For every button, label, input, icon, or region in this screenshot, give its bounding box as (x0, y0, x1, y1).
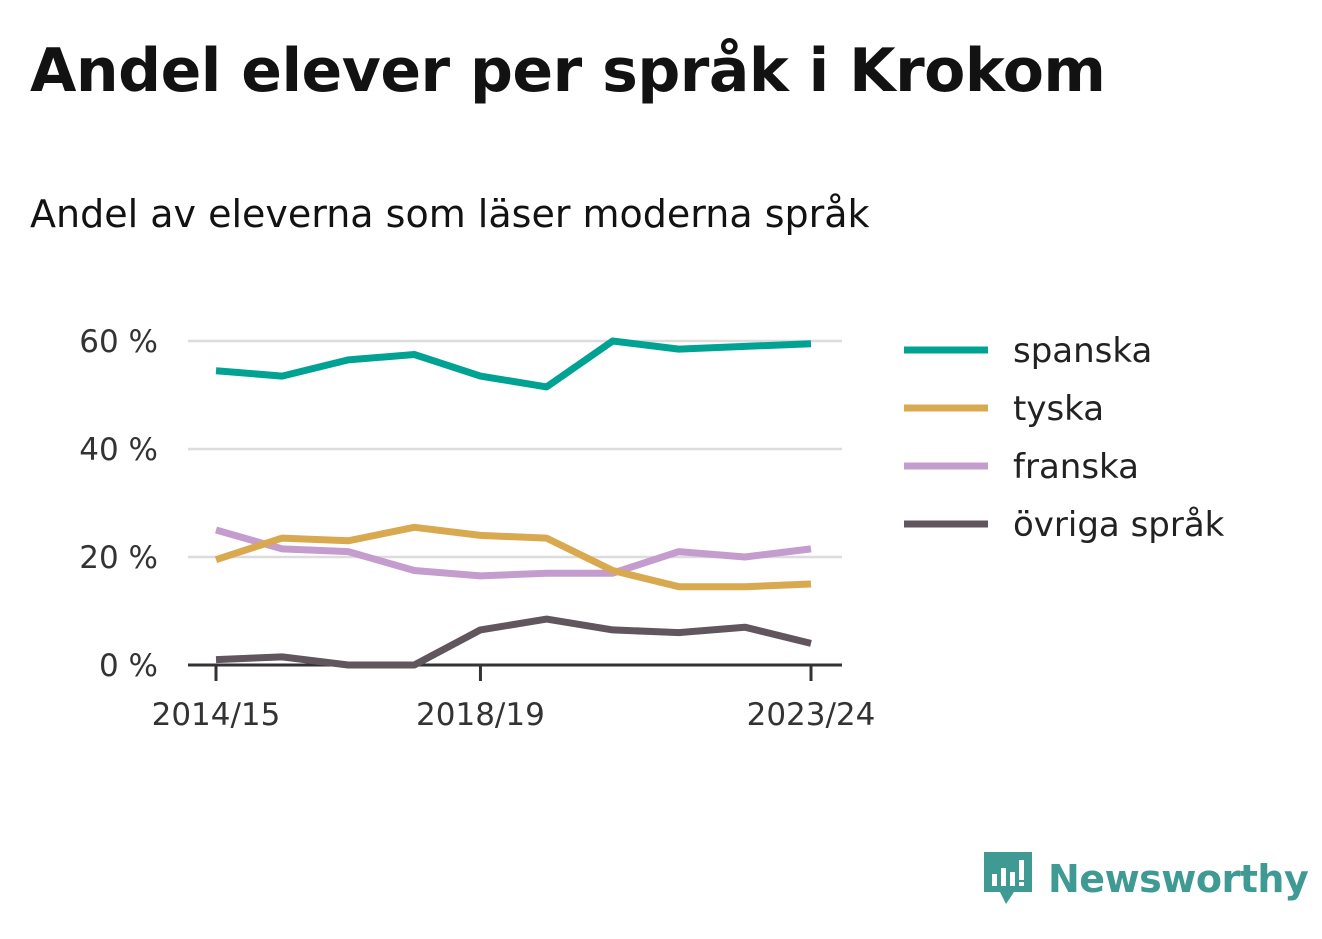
y-tick-label: 20 % (79, 540, 158, 576)
newsworthy-brand: Newsworthy (980, 848, 1309, 910)
legend: spanska tyska franska övriga språk (904, 331, 1225, 545)
chart-subtitle: Andel av eleverna som läser moderna språ… (30, 192, 870, 236)
series-line-franska (215, 526, 812, 580)
series-line-övriga-språk (215, 615, 812, 669)
series-line-spanska (215, 337, 812, 391)
x-tick-label: 2018/19 (416, 697, 545, 733)
axes: 0 % 20 % 40 % 60 % 2014/15 2018/19 2023/24 (79, 324, 875, 733)
series-line-tyska (214, 523, 812, 591)
newsworthy-logo-icon (984, 852, 1032, 904)
brand-name: Newsworthy (1048, 857, 1309, 901)
legend-label: tyska (1013, 389, 1104, 429)
x-tick-label: 2014/15 (152, 697, 281, 733)
y-tick-label: 60 % (79, 324, 158, 360)
y-tick-label: 0 % (99, 648, 158, 684)
page-title: Andel elever per språk i Krokom (30, 36, 1106, 106)
x-tick-label: 2023/24 (747, 697, 876, 733)
legend-label: övriga språk (1013, 505, 1225, 545)
legend-label: spanska (1013, 331, 1152, 371)
series-lines (214, 337, 812, 669)
y-tick-label: 40 % (79, 432, 158, 468)
legend-label: franska (1013, 447, 1139, 487)
line-chart: 0 % 20 % 40 % 60 % 2014/15 2018/19 2023/24 spa… (79, 324, 1225, 733)
